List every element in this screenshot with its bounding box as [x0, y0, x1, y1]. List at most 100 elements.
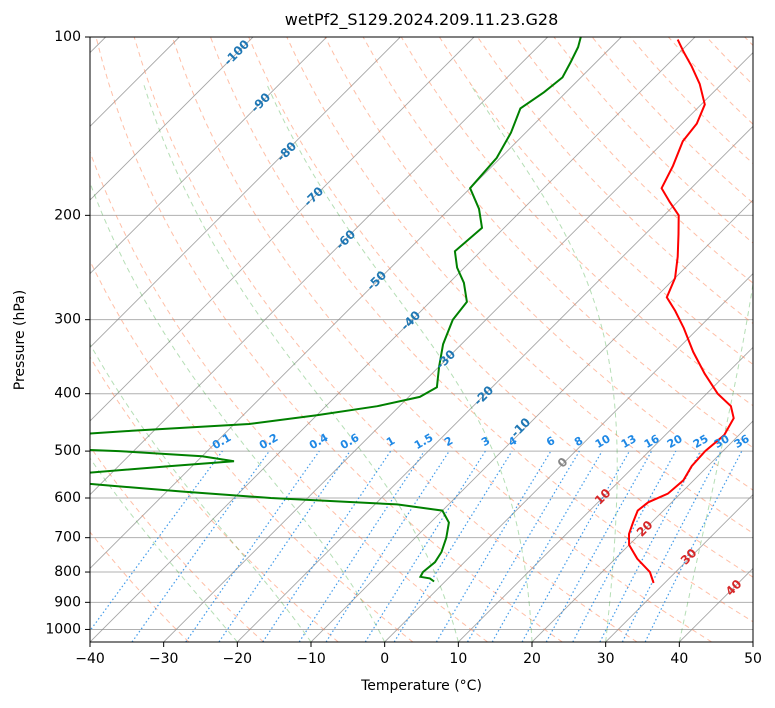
moist-adiabat-0	[90, 181, 386, 642]
y-tick-label: 600	[54, 490, 81, 506]
mixing-ratio-line	[325, 450, 450, 642]
mixing-ratio-label: 20	[665, 432, 685, 451]
dewpoint-trace	[90, 37, 582, 583]
dry-adiabat-label: -50	[364, 268, 389, 293]
dry-adiabat-10	[90, 150, 488, 642]
x-tick-label: 10	[449, 651, 467, 667]
isotherm--70	[90, 37, 475, 422]
x-tick-label: −40	[75, 651, 105, 667]
mixing-ratio-label: 1	[384, 434, 397, 449]
moist-adiabat--10	[90, 343, 312, 642]
y-tick-label: 900	[54, 594, 81, 610]
isotherm--40	[90, 37, 696, 642]
dry-adiabat--20	[90, 445, 264, 642]
x-tick-label: 0	[380, 651, 389, 667]
y-tick-label: 100	[54, 29, 81, 45]
moist-adiabat-label: 10	[592, 486, 614, 508]
plot-frame	[89, 36, 754, 643]
dry-adiabat-60	[248, 37, 753, 578]
mixing-ratio-line	[298, 450, 425, 642]
moist-adiabat-20	[266, 83, 533, 642]
isotherm--100	[90, 37, 254, 201]
dry-adiabat-100	[400, 37, 753, 407]
mixing-ratio-line	[364, 450, 486, 642]
isotherm-50	[752, 641, 753, 642]
moist-adiabat-10	[143, 83, 459, 642]
mixing-ratio-line	[90, 450, 223, 632]
x-tick-label: 20	[523, 651, 541, 667]
mixing-ratio-line	[131, 450, 270, 642]
mixing-ratio-label: 0.6	[338, 431, 362, 452]
plot-area	[0, 37, 753, 642]
dry-adiabat-40	[171, 37, 712, 642]
dry-adiabat-180	[706, 37, 753, 86]
dry-adiabat-30	[133, 37, 638, 642]
y-tick-label: 1000	[45, 621, 81, 637]
y-tick-label: 200	[54, 207, 81, 223]
mixing-ratio-label: 0.1	[210, 431, 233, 452]
isotherm-10	[458, 346, 753, 642]
dry-adiabat-0	[90, 259, 414, 642]
moist-adiabat-40	[678, 280, 753, 642]
y-tick-label: 800	[54, 564, 81, 580]
dry-adiabat-label: -70	[301, 184, 326, 209]
mixing-ratio-line	[218, 450, 351, 642]
y-tick-label: 300	[54, 312, 81, 328]
mixing-ratio-line	[393, 450, 513, 642]
dry-adiabat-20	[95, 37, 563, 642]
mixing-ratio-label: 3	[479, 434, 492, 449]
dry-adiabat-label: -40	[398, 308, 423, 333]
x-tick-label: 50	[744, 651, 762, 667]
mixing-ratio-label: 8	[572, 434, 585, 449]
isotherm--30	[163, 52, 753, 642]
isotherm-30	[605, 494, 753, 642]
mixing-ratio-line	[545, 450, 653, 642]
mixing-ratio-label: 2	[442, 434, 455, 449]
mixing-ratio-label: 1.5	[412, 431, 435, 452]
isotherm--50	[90, 37, 622, 569]
mixing-ratio-label: 10	[593, 432, 613, 451]
mixing-ratio-line	[521, 450, 631, 642]
mixing-ratio-label: 0.4	[307, 431, 331, 452]
isotherm-20	[531, 420, 753, 642]
moist-adiabat--20	[90, 457, 238, 642]
isotherm--90	[90, 37, 327, 275]
isotherm-0	[384, 273, 753, 642]
mixing-ratio-label: 16	[642, 432, 662, 451]
dry-adiabat-140	[553, 37, 753, 244]
dry-adiabat--30	[90, 531, 190, 642]
dry-adiabat--10	[90, 356, 339, 642]
mixing-ratio-line	[644, 450, 743, 642]
mixing-ratio-label: 30	[712, 432, 732, 451]
dry-adiabat-70	[286, 37, 753, 534]
isotherm--20	[237, 125, 753, 642]
mixing-ratio-line	[572, 450, 677, 642]
mixing-ratio-label: 0.2	[257, 431, 280, 452]
mixing-ratio-line	[466, 450, 580, 642]
dry-adiabat-130	[515, 37, 753, 284]
mixing-ratio-line	[435, 450, 552, 642]
x-tick-label: −10	[296, 651, 326, 667]
temperature-trace	[627, 39, 735, 584]
chart-title: wetPf2_S129.2024.209.11.23.G28	[284, 10, 559, 29]
dry-adiabat-label: -100	[221, 37, 252, 68]
dry-adiabat-190	[744, 37, 753, 47]
moist-adiabat-30	[469, 83, 618, 642]
x-tick-label: −30	[149, 651, 179, 667]
mixing-ratio-line	[262, 450, 392, 642]
y-tick-label: 400	[54, 386, 81, 402]
dry-adiabat-110	[438, 37, 753, 366]
isotherm--130	[0, 37, 32, 642]
moist-adiabat-label: 30	[678, 546, 700, 568]
isotherm--80	[90, 37, 401, 348]
y-tick-label: 700	[54, 530, 81, 546]
mixing-ratio-label: 6	[544, 434, 557, 449]
x-tick-label: 40	[670, 651, 688, 667]
mixing-ratio-line	[185, 450, 320, 642]
dry-adiabat-50	[210, 37, 753, 623]
moist-adiabat-label: 0	[555, 455, 571, 471]
mixing-ratio-label: 13	[619, 432, 639, 451]
y-tick-label: 500	[54, 443, 81, 459]
